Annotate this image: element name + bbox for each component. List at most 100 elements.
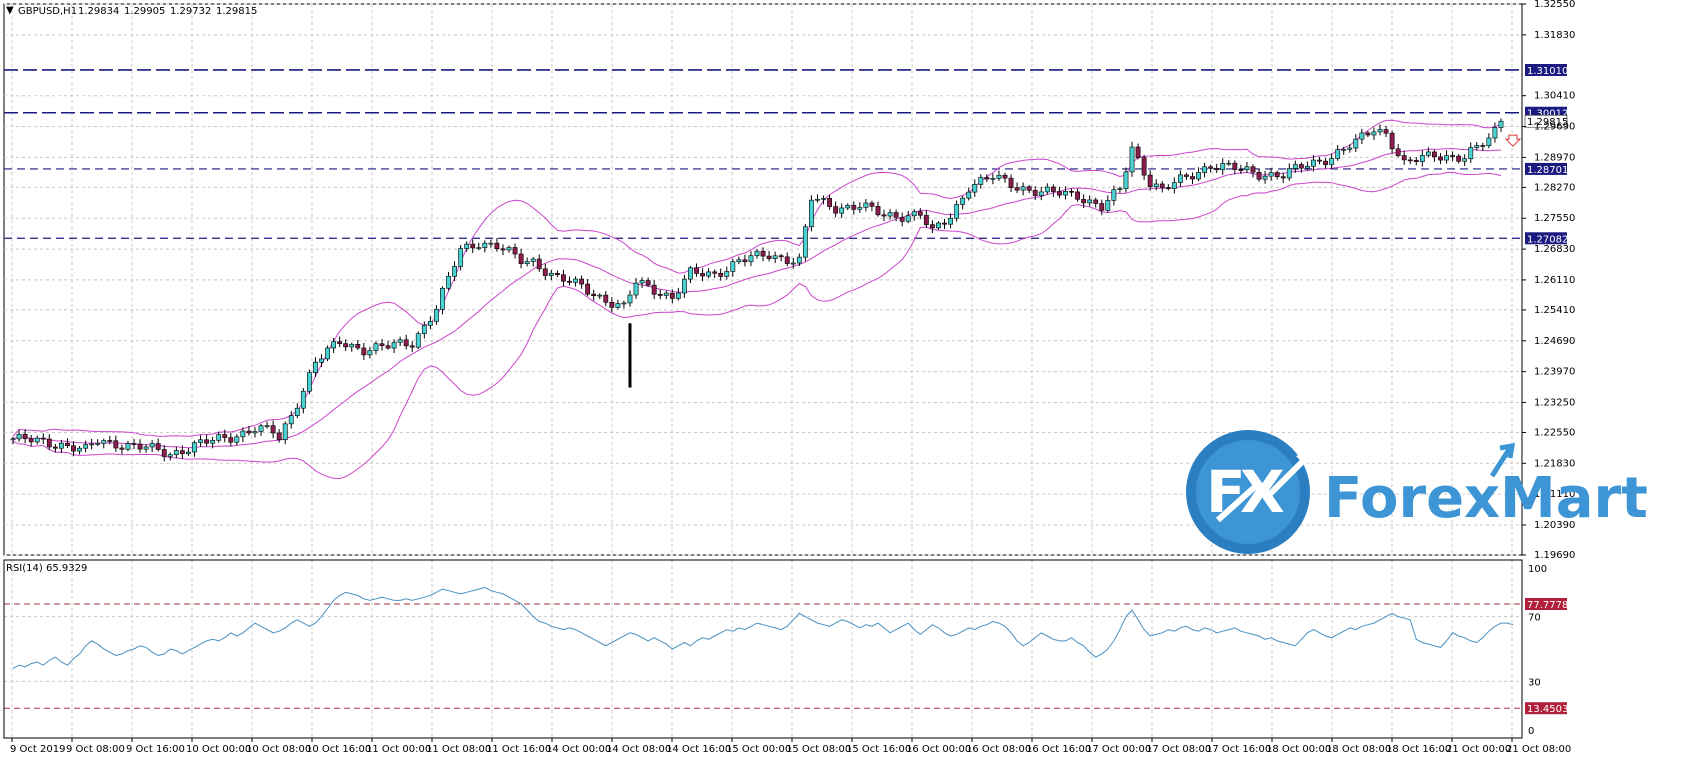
bullish-candle — [331, 341, 337, 349]
price-level-badge — [1525, 63, 1567, 76]
bullish-candle — [397, 339, 403, 343]
rsi-tick-label: 70 — [1528, 613, 1541, 624]
bearish-candle — [107, 440, 113, 442]
bullish-candle — [34, 437, 40, 443]
bearish-candle — [155, 443, 161, 450]
time-tick-label: 10 Oct 16:00 — [306, 744, 371, 755]
bearish-candle — [1057, 191, 1062, 196]
bearish-candle — [161, 449, 167, 457]
price-level-badge — [1525, 232, 1567, 245]
bullish-candle — [101, 440, 107, 444]
bullish-candle — [252, 431, 258, 434]
price-level-label: 1.31010 — [1527, 66, 1568, 77]
bearish-candle — [1383, 129, 1389, 134]
bullish-candle — [1063, 190, 1068, 196]
bullish-candle — [597, 294, 603, 297]
time-tick-label: 14 Oct 16:00 — [666, 744, 731, 755]
bearish-candle — [651, 284, 657, 295]
bearish-candle — [609, 301, 615, 308]
bearish-candle — [1050, 186, 1056, 192]
bullish-candle — [790, 262, 796, 265]
bearish-candle — [1256, 171, 1262, 180]
bullish-candle — [1371, 131, 1377, 136]
bullish-candle — [1292, 164, 1298, 169]
bullish-candle — [16, 433, 22, 440]
bullish-candle — [863, 202, 869, 208]
bullish-candle — [706, 271, 712, 277]
bullish-candle — [83, 444, 89, 449]
bullish-candle — [434, 309, 439, 322]
bullish-candle — [1359, 132, 1365, 140]
time-tick-label: 9 Oct 08:00 — [66, 744, 125, 755]
time-tick-label: 16 Oct 00:00 — [906, 744, 971, 755]
bearish-candle — [784, 256, 790, 264]
bullish-candle — [1262, 175, 1268, 180]
candlesticks — [10, 118, 1522, 462]
bearish-candle — [942, 222, 947, 225]
price-tick-label: 1.28970 — [1534, 152, 1575, 163]
bearish-candle — [645, 280, 651, 286]
bearish-candle — [518, 253, 524, 264]
bullish-candle — [143, 446, 149, 450]
bollinger-upper-band — [12, 119, 1502, 437]
price-tick-label: 1.26110 — [1534, 275, 1575, 286]
bearish-candle — [1280, 176, 1286, 179]
bullish-candle — [845, 205, 851, 209]
bearish-candle — [1365, 132, 1371, 136]
rsi-level-badge — [1525, 702, 1567, 715]
bullish-candle — [1123, 171, 1129, 189]
bearish-candle — [1401, 155, 1407, 161]
bullish-candle — [663, 292, 669, 296]
price-tick-label: 1.21830 — [1534, 458, 1575, 469]
time-tick-label: 18 Oct 00:00 — [1266, 744, 1331, 755]
bearish-candle — [929, 224, 935, 229]
horizontal-levels[interactable]: 77.7778 13.4503 1.31010 1.30012 1.28701 1.270… — [4, 63, 1568, 715]
bearish-candle — [500, 248, 506, 251]
bearish-candle — [1232, 162, 1238, 170]
chart-header-arrow[interactable]: ▼ — [6, 5, 14, 16]
price-tick-label: 1.23970 — [1534, 367, 1575, 378]
bearish-candle — [246, 430, 252, 434]
bearish-candle — [669, 292, 675, 299]
bearish-candle — [827, 198, 833, 207]
bullish-candle — [186, 451, 191, 455]
bullish-candle — [391, 341, 397, 349]
bullish-candle — [772, 255, 778, 259]
bullish-candle — [887, 212, 893, 217]
axes: 1.32550 1.31830 1.30410 1.29690 1.28970 1.282… — [3, 0, 1575, 755]
bearish-candle — [470, 243, 476, 249]
bearish-candle — [742, 259, 748, 263]
bullish-candle — [857, 207, 863, 210]
bullish-candle — [89, 443, 95, 446]
bullish-candle — [1220, 163, 1226, 171]
bearish-candle — [585, 283, 591, 295]
bullish-candle — [1377, 129, 1383, 133]
bearish-candle — [228, 437, 234, 443]
bearish-candle — [52, 446, 58, 449]
bullish-candle — [325, 347, 330, 360]
price-level-label: 1.28701 — [1527, 165, 1568, 176]
bullish-candle — [1305, 165, 1310, 169]
price-level-badge — [1525, 162, 1567, 175]
time-tick-label: 11 Oct 00:00 — [366, 744, 431, 755]
bearish-candle — [1141, 157, 1147, 176]
bearish-candle — [1075, 191, 1080, 200]
bearish-candle — [984, 177, 990, 180]
price-tick-label: 1.27550 — [1534, 213, 1575, 224]
bullish-candle — [1153, 183, 1159, 188]
time-tick-label: 17 Oct 08:00 — [1146, 744, 1211, 755]
bullish-candle — [506, 247, 512, 251]
price-tick-label: 1.30410 — [1534, 91, 1575, 102]
bullish-candle — [264, 425, 270, 427]
bullish-candle — [1020, 186, 1026, 191]
bullish-candle — [1038, 191, 1044, 196]
price-tick-label: 1.24690 — [1534, 336, 1575, 347]
bullish-candle — [1347, 147, 1353, 150]
bullish-candle — [1286, 168, 1292, 179]
bollinger-lower-band — [12, 171, 1502, 480]
bearish-candle — [494, 242, 500, 250]
bullish-candle — [954, 204, 960, 219]
bearish-candle — [361, 347, 367, 356]
time-tick-label: 17 Oct 00:00 — [1086, 744, 1151, 755]
